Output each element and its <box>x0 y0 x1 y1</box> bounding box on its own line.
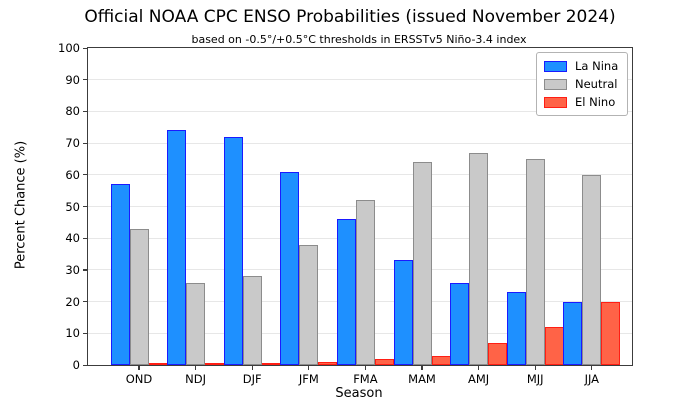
y-tick-label-90: 90 <box>65 72 80 87</box>
y-tick-mark-70 <box>83 142 87 144</box>
y-tick-mark-100 <box>83 47 87 49</box>
legend-item-la-nina: La Nina <box>544 59 618 73</box>
bar-el-nino-OND <box>148 363 168 365</box>
bar-neutral-FMA <box>355 200 375 365</box>
bar-el-nino-NDJ <box>205 363 225 365</box>
gridline-80 <box>88 110 632 112</box>
x-tick-mark-MJJ <box>534 366 536 370</box>
bar-el-nino-MAM <box>431 355 451 365</box>
y-tick-mark-40 <box>83 237 87 239</box>
bar-el-nino-JFM <box>318 361 338 365</box>
y-tick-label-60: 60 <box>65 167 80 182</box>
y-tick-mark-80 <box>83 110 87 113</box>
bar-neutral-NDJ <box>186 282 206 365</box>
y-tick-label-20: 20 <box>65 294 80 309</box>
x-tick-mark-FMA <box>364 366 366 370</box>
bar-la-nina-DJF <box>223 136 243 365</box>
y-tick-mark-20 <box>83 301 87 303</box>
legend-item-el-nino: El Nino <box>544 95 618 109</box>
bar-la-nina-MAM <box>393 260 413 365</box>
legend: La Nina Neutral El Nino <box>536 52 629 116</box>
x-tick-mark-NDJ <box>195 366 197 370</box>
chart-title: Official NOAA CPC ENSO Probabilities (is… <box>84 7 616 27</box>
x-tick-mark-MAM <box>421 366 423 370</box>
x-tick-label-AMJ: AMJ <box>468 372 490 386</box>
y-tick-mark-50 <box>83 206 87 208</box>
bar-el-nino-AMJ <box>488 342 508 365</box>
y-tick-label-10: 10 <box>65 326 80 341</box>
legend-item-neutral: Neutral <box>544 77 618 91</box>
y-tick-label-80: 80 <box>65 104 80 119</box>
x-tick-mark-AMJ <box>478 366 480 370</box>
x-tick-label-NDJ: NDJ <box>185 372 207 386</box>
y-tick-label-30: 30 <box>65 262 80 277</box>
chart-subtitle: based on -0.5°/+0.5°C thresholds in ERSS… <box>191 33 527 46</box>
x-tick-mark-JJA <box>591 366 593 370</box>
bar-neutral-OND <box>129 228 149 365</box>
bar-la-nina-MJJ <box>506 292 526 365</box>
bar-neutral-MJJ <box>525 158 545 365</box>
y-axis-label: Percent Chance (%) <box>13 140 29 270</box>
y-tick-mark-60 <box>83 174 87 176</box>
bar-neutral-AMJ <box>469 152 489 365</box>
y-tick-mark-90 <box>83 79 87 81</box>
y-tick-mark-30 <box>83 269 87 271</box>
x-tick-label-DJF: DJF <box>242 372 262 386</box>
el-nino-swatch-icon <box>544 96 567 108</box>
bar-el-nino-MJJ <box>544 326 564 365</box>
legend-label-el-nino: El Nino <box>575 95 616 109</box>
neutral-swatch-icon <box>544 78 567 90</box>
bar-la-nina-OND <box>110 184 130 365</box>
bar-la-nina-AMJ <box>450 282 470 365</box>
bar-neutral-MAM <box>412 162 432 365</box>
x-tick-label-OND: OND <box>125 372 153 386</box>
y-tick-label-50: 50 <box>65 199 80 214</box>
y-tick-mark-10 <box>83 332 87 334</box>
y-tick-label-70: 70 <box>65 136 80 151</box>
gridline-70 <box>88 142 632 144</box>
y-tick-label-0: 0 <box>72 358 80 372</box>
x-axis-label: Season <box>335 386 383 401</box>
gridline-90 <box>88 79 632 81</box>
la-nina-swatch-icon <box>544 60 567 72</box>
y-tick-label-40: 40 <box>65 231 80 246</box>
bar-la-nina-JFM <box>280 171 300 365</box>
x-tick-mark-OND <box>138 366 140 370</box>
legend-label-la-nina: La Nina <box>575 59 619 73</box>
gridline-60 <box>88 174 632 176</box>
x-tick-label-JFM: JFM <box>298 372 319 386</box>
bar-la-nina-FMA <box>336 219 356 365</box>
x-tick-mark-JFM <box>308 366 310 370</box>
bar-el-nino-FMA <box>374 358 394 365</box>
bar-neutral-DJF <box>242 276 262 365</box>
bar-la-nina-JJA <box>563 301 583 365</box>
bar-el-nino-DJF <box>261 363 281 365</box>
bar-la-nina-NDJ <box>167 130 187 365</box>
y-tick-label-100: 100 <box>58 41 80 55</box>
x-tick-label-MJJ: MJJ <box>526 372 544 386</box>
x-tick-label-JJA: JJA <box>584 372 600 386</box>
bar-el-nino-JJA <box>601 301 621 365</box>
y-tick-mark-0 <box>83 364 87 366</box>
x-tick-mark-DJF <box>251 366 253 370</box>
bar-neutral-JJA <box>582 174 602 365</box>
x-tick-label-MAM: MAM <box>408 372 436 386</box>
legend-label-neutral: Neutral <box>575 77 618 91</box>
bar-neutral-JFM <box>299 244 319 365</box>
x-tick-label-FMA: FMA <box>353 372 378 386</box>
